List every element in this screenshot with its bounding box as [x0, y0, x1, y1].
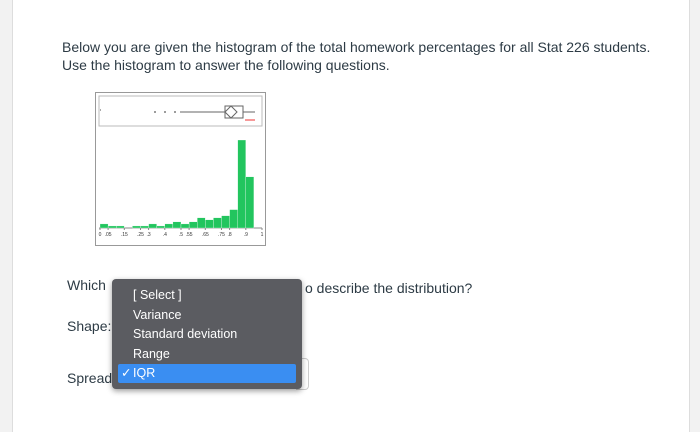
bar — [172, 221, 182, 229]
bar — [237, 139, 246, 229]
x-tick-label: .8 — [228, 232, 232, 238]
x-tick-label: .75 — [218, 232, 225, 238]
x-tick-label: .3 — [147, 232, 151, 238]
bar — [229, 209, 238, 229]
bar — [107, 225, 117, 229]
instruction-line: Below you are given the histogram of the… — [62, 39, 651, 55]
option-text: Standard deviation — [133, 327, 238, 341]
bar — [221, 215, 230, 229]
x-tick-label: .25 — [137, 232, 144, 238]
bar — [156, 225, 165, 229]
dropdown-option[interactable]: Standard deviation — [118, 325, 296, 344]
field-label: Shape: — [67, 318, 112, 334]
x-tick-label: 1 — [261, 232, 264, 238]
outlier — [174, 111, 176, 113]
dropdown-option[interactable]: Range — [118, 345, 296, 364]
outlier — [154, 111, 156, 113]
dropdown-option[interactable]: [ Select ] — [118, 286, 296, 305]
bar — [99, 223, 109, 229]
bar — [205, 219, 214, 229]
bar — [213, 217, 222, 229]
select-box[interactable] — [296, 358, 309, 390]
dropdown-menu: [ Select ] Variance Standard deviation Rang… — [112, 279, 302, 389]
bar — [164, 223, 174, 229]
bar — [148, 223, 157, 229]
check-mark: ✓ — [121, 366, 132, 380]
bar — [245, 176, 255, 229]
x-tick-label: .15 — [121, 232, 128, 238]
x-tick-label: .4 — [163, 232, 167, 238]
mean-diamond — [224, 105, 238, 119]
x-tick-label: .9 — [244, 232, 248, 238]
option-text: IQR — [133, 366, 156, 380]
bar — [132, 225, 141, 229]
instruction-line: Use the histogram to answer the followin… — [62, 57, 390, 73]
bar — [180, 223, 190, 229]
outlier — [164, 111, 166, 113]
x-tick-label: .55 — [186, 232, 193, 238]
x-tick-label: .65 — [202, 232, 209, 238]
bar — [188, 221, 198, 229]
dropdown-option[interactable]: ✓ IQR — [118, 364, 296, 383]
question-text: o describe the distribution? — [305, 280, 473, 296]
bar — [140, 225, 149, 229]
bar — [116, 225, 125, 229]
option-text: [ Select ] — [133, 288, 182, 302]
question-text: Which — [67, 277, 106, 293]
x-tick-label: 0 — [99, 232, 102, 238]
bar — [197, 217, 206, 229]
x-tick-label: .5 — [179, 232, 183, 238]
field-label: Spread — [67, 370, 113, 386]
option-text: Variance — [133, 307, 182, 322]
x-tick-label: .05 — [105, 232, 112, 238]
boxplot-panel — [98, 95, 263, 127]
dropdown-option[interactable]: Variance — [118, 306, 296, 325]
histogram-image: 0.05 .15 .25.3 .4 .5.55 .65 .75.8 .9 1 — [95, 92, 266, 246]
option-text: Range — [133, 346, 170, 361]
